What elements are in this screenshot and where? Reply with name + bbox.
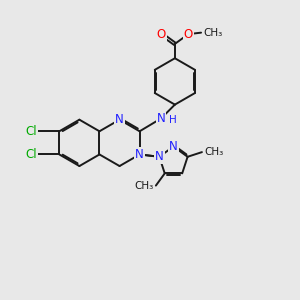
Text: Cl: Cl (26, 148, 37, 161)
Text: O: O (184, 28, 193, 40)
Text: H: H (169, 115, 176, 125)
Text: CH₃: CH₃ (203, 28, 223, 38)
Text: N: N (155, 150, 164, 163)
Text: N: N (115, 113, 124, 126)
Text: CH₃: CH₃ (134, 181, 154, 190)
Text: O: O (157, 28, 166, 40)
Text: CH₃: CH₃ (204, 147, 224, 157)
Text: N: N (169, 140, 178, 153)
Text: N: N (135, 148, 144, 161)
Text: Cl: Cl (26, 125, 37, 138)
Text: N: N (157, 112, 165, 125)
